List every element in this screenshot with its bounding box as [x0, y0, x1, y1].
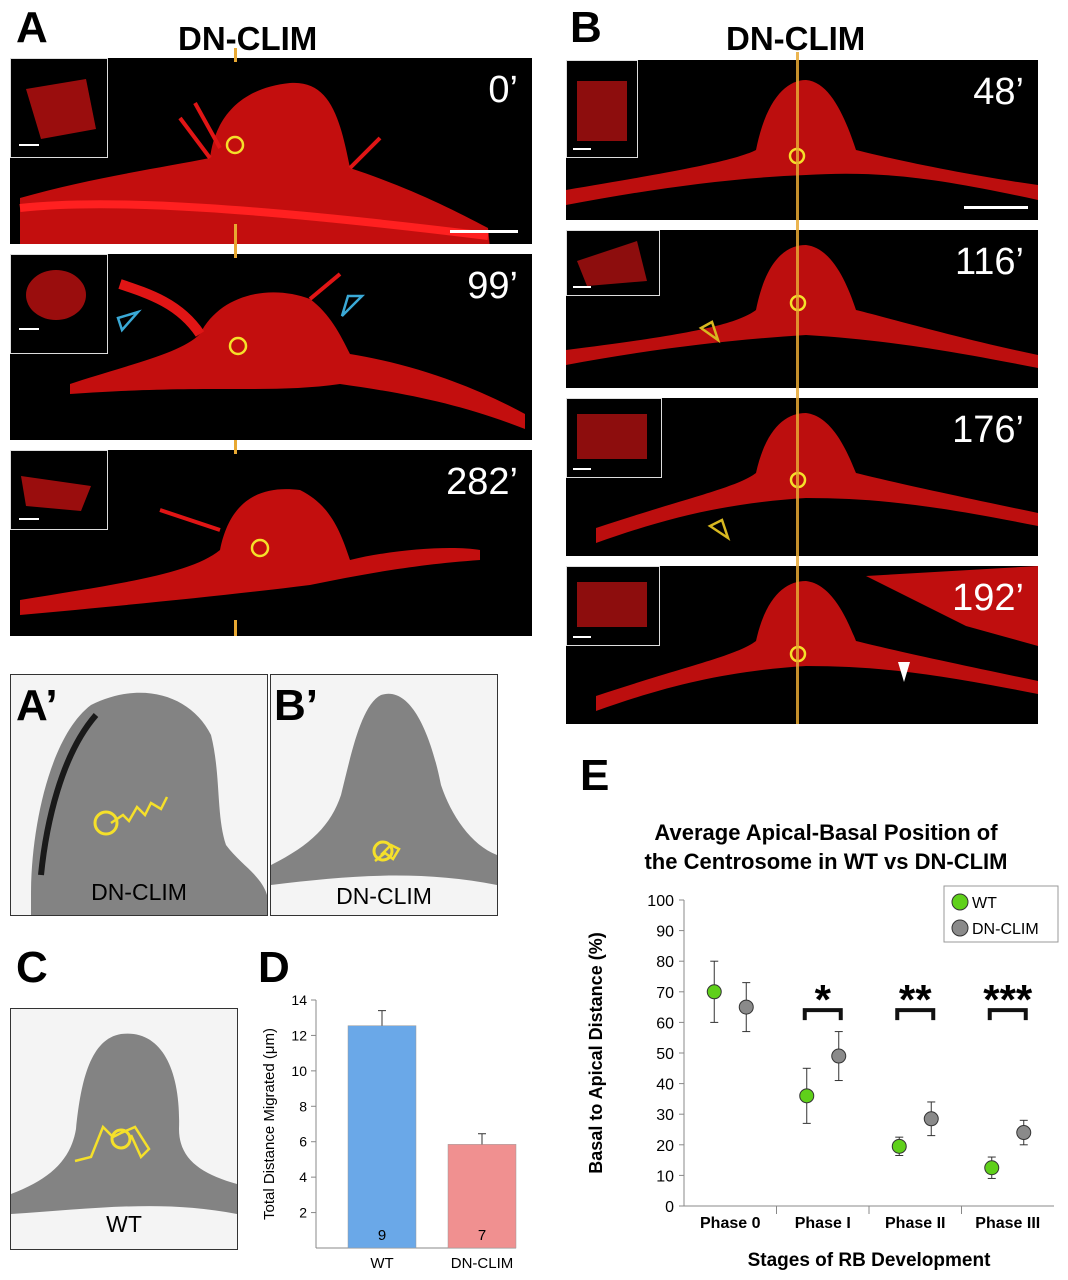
- y-axis-label: Total Distance Migrated (μm): [261, 1028, 278, 1220]
- x-tick-label: Phase II: [885, 1215, 945, 1232]
- y-tick-label: 40: [656, 1077, 674, 1094]
- y-tick-label: 2: [299, 1205, 307, 1221]
- x-tick-label: DN-CLIM: [451, 1255, 514, 1272]
- axis-line: [234, 440, 237, 454]
- orthogonal-inset: [566, 398, 662, 478]
- timepoint-label: 282’: [446, 461, 518, 503]
- panel-b-prime-image: DN-CLIM: [270, 674, 498, 916]
- panel-a-prime-image: DN-CLIM: [10, 674, 268, 916]
- y-tick-label: 10: [291, 1063, 307, 1079]
- axis-line: [234, 224, 237, 246]
- timepoint-label: 0’: [488, 69, 518, 111]
- y-tick-label: 14: [291, 992, 307, 1008]
- y-tick-label: 10: [656, 1168, 674, 1185]
- y-tick-label: 90: [656, 924, 674, 941]
- cell-image: [19, 82, 490, 244]
- panel-b-prime-caption: DN-CLIM: [336, 883, 432, 909]
- panel-a-frame-0: 0’: [10, 58, 532, 244]
- bar: [347, 1025, 417, 1249]
- sample-size-label: 7: [478, 1227, 486, 1244]
- data-point: [923, 1111, 939, 1127]
- data-point: [799, 1088, 815, 1104]
- y-tick-label: 4: [299, 1169, 307, 1185]
- sample-size-label: 9: [378, 1227, 386, 1244]
- significance-bracket: [987, 1008, 1028, 1021]
- orthogonal-inset: [10, 450, 108, 530]
- y-tick-label: 100: [647, 893, 674, 910]
- y-tick-label: 30: [656, 1107, 674, 1124]
- axis-line: [234, 620, 237, 636]
- orthogonal-inset: [566, 230, 660, 296]
- panel-b-label: B: [570, 3, 602, 52]
- significance-bracket: [895, 1008, 936, 1021]
- legend-marker: [951, 893, 969, 911]
- panel-d-label: D: [258, 943, 290, 992]
- y-tick-label: 12: [291, 1027, 307, 1043]
- panel-a-title: DN-CLIM: [178, 20, 318, 57]
- y-tick-label: 80: [656, 954, 674, 971]
- x-tick-label: Phase III: [975, 1215, 1040, 1232]
- panel-a-frame-99: 99’: [10, 254, 532, 440]
- data-point: [738, 999, 754, 1015]
- data-point: [1016, 1125, 1032, 1141]
- significance-marker: *: [815, 976, 832, 1023]
- y-tick-label: 0: [665, 1199, 674, 1216]
- panel-b-frame-48: 48’: [566, 60, 1038, 220]
- panel-c-image: WT: [10, 1008, 238, 1250]
- y-axis-label: Basal to Apical Distance (%): [586, 932, 606, 1173]
- y-tick-label: 20: [656, 1138, 674, 1155]
- panel-c-label: C: [16, 943, 48, 992]
- panel-b-frame-116: 116’: [566, 230, 1038, 388]
- panel-a-prime-label: A’: [16, 681, 58, 730]
- y-tick-label: 6: [299, 1134, 307, 1150]
- panel-b-frame-176: 176’: [566, 398, 1038, 556]
- panel-a-prime-caption: DN-CLIM: [91, 879, 187, 905]
- timepoint-label: 48’: [973, 71, 1024, 113]
- orthogonal-inset: [566, 60, 638, 158]
- bar: [447, 1144, 517, 1249]
- data-point: [831, 1048, 847, 1064]
- significance-bracket: [802, 1008, 843, 1021]
- legend-label: WT: [972, 895, 997, 912]
- panel-b-title: DN-CLIM: [726, 20, 866, 57]
- timepoint-label: 192’: [952, 577, 1024, 619]
- panel-b-frame-192: 192’: [566, 566, 1038, 724]
- x-tick-label: Phase I: [795, 1215, 851, 1232]
- x-tick-label: Phase 0: [700, 1215, 761, 1232]
- panel-c-caption: WT: [106, 1211, 142, 1237]
- legend-marker: [951, 919, 969, 937]
- orthogonal-inset: [566, 566, 660, 646]
- panel-a-label: A: [16, 3, 48, 52]
- y-tick-label: 50: [656, 1046, 674, 1063]
- data-point: [706, 984, 722, 1000]
- timepoint-label: 116’: [954, 241, 1024, 283]
- significance-marker: ***: [983, 976, 1033, 1023]
- orthogonal-inset: [10, 58, 108, 158]
- panel-a-frame-282: 282’: [10, 450, 532, 636]
- chart-title-line: Average Apical-Basal Position of: [654, 820, 998, 845]
- significance-marker: **: [899, 976, 932, 1023]
- axis-line: [796, 52, 799, 724]
- panel-e-chart: 0 10 20 30 40 50 60 70 80 90 100 Basal to Apical Di…: [586, 885, 1059, 1271]
- panel-b-prime-label: B’: [274, 681, 318, 730]
- scale-bar: [964, 206, 1028, 209]
- x-axis-label: Stages of RB Development: [748, 1250, 991, 1271]
- chart-title-line: the Centrosome in WT vs DN-CLIM: [644, 849, 1008, 874]
- panel-d-chart: 2 4 6 8 10 12 14 Total Distance Migrated (μm) 9 W…: [261, 992, 517, 1272]
- panel-e-label: E: [580, 751, 610, 800]
- y-tick-label: 70: [656, 985, 674, 1002]
- legend-label: DN-CLIM: [972, 921, 1039, 938]
- orthogonal-inset: [10, 254, 108, 354]
- y-tick-label: 60: [656, 1015, 674, 1032]
- data-point: [891, 1138, 907, 1154]
- scale-bar: [450, 230, 518, 233]
- panel-e-title: Average Apical-Basal Position of the Cen…: [596, 818, 1056, 876]
- axis-line: [234, 244, 237, 258]
- axis-line: [234, 48, 237, 62]
- x-tick-label: WT: [370, 1255, 393, 1272]
- timepoint-label: 99’: [467, 265, 518, 307]
- y-tick-label: 8: [299, 1098, 307, 1114]
- data-point: [984, 1160, 1000, 1176]
- timepoint-label: 176’: [952, 409, 1024, 451]
